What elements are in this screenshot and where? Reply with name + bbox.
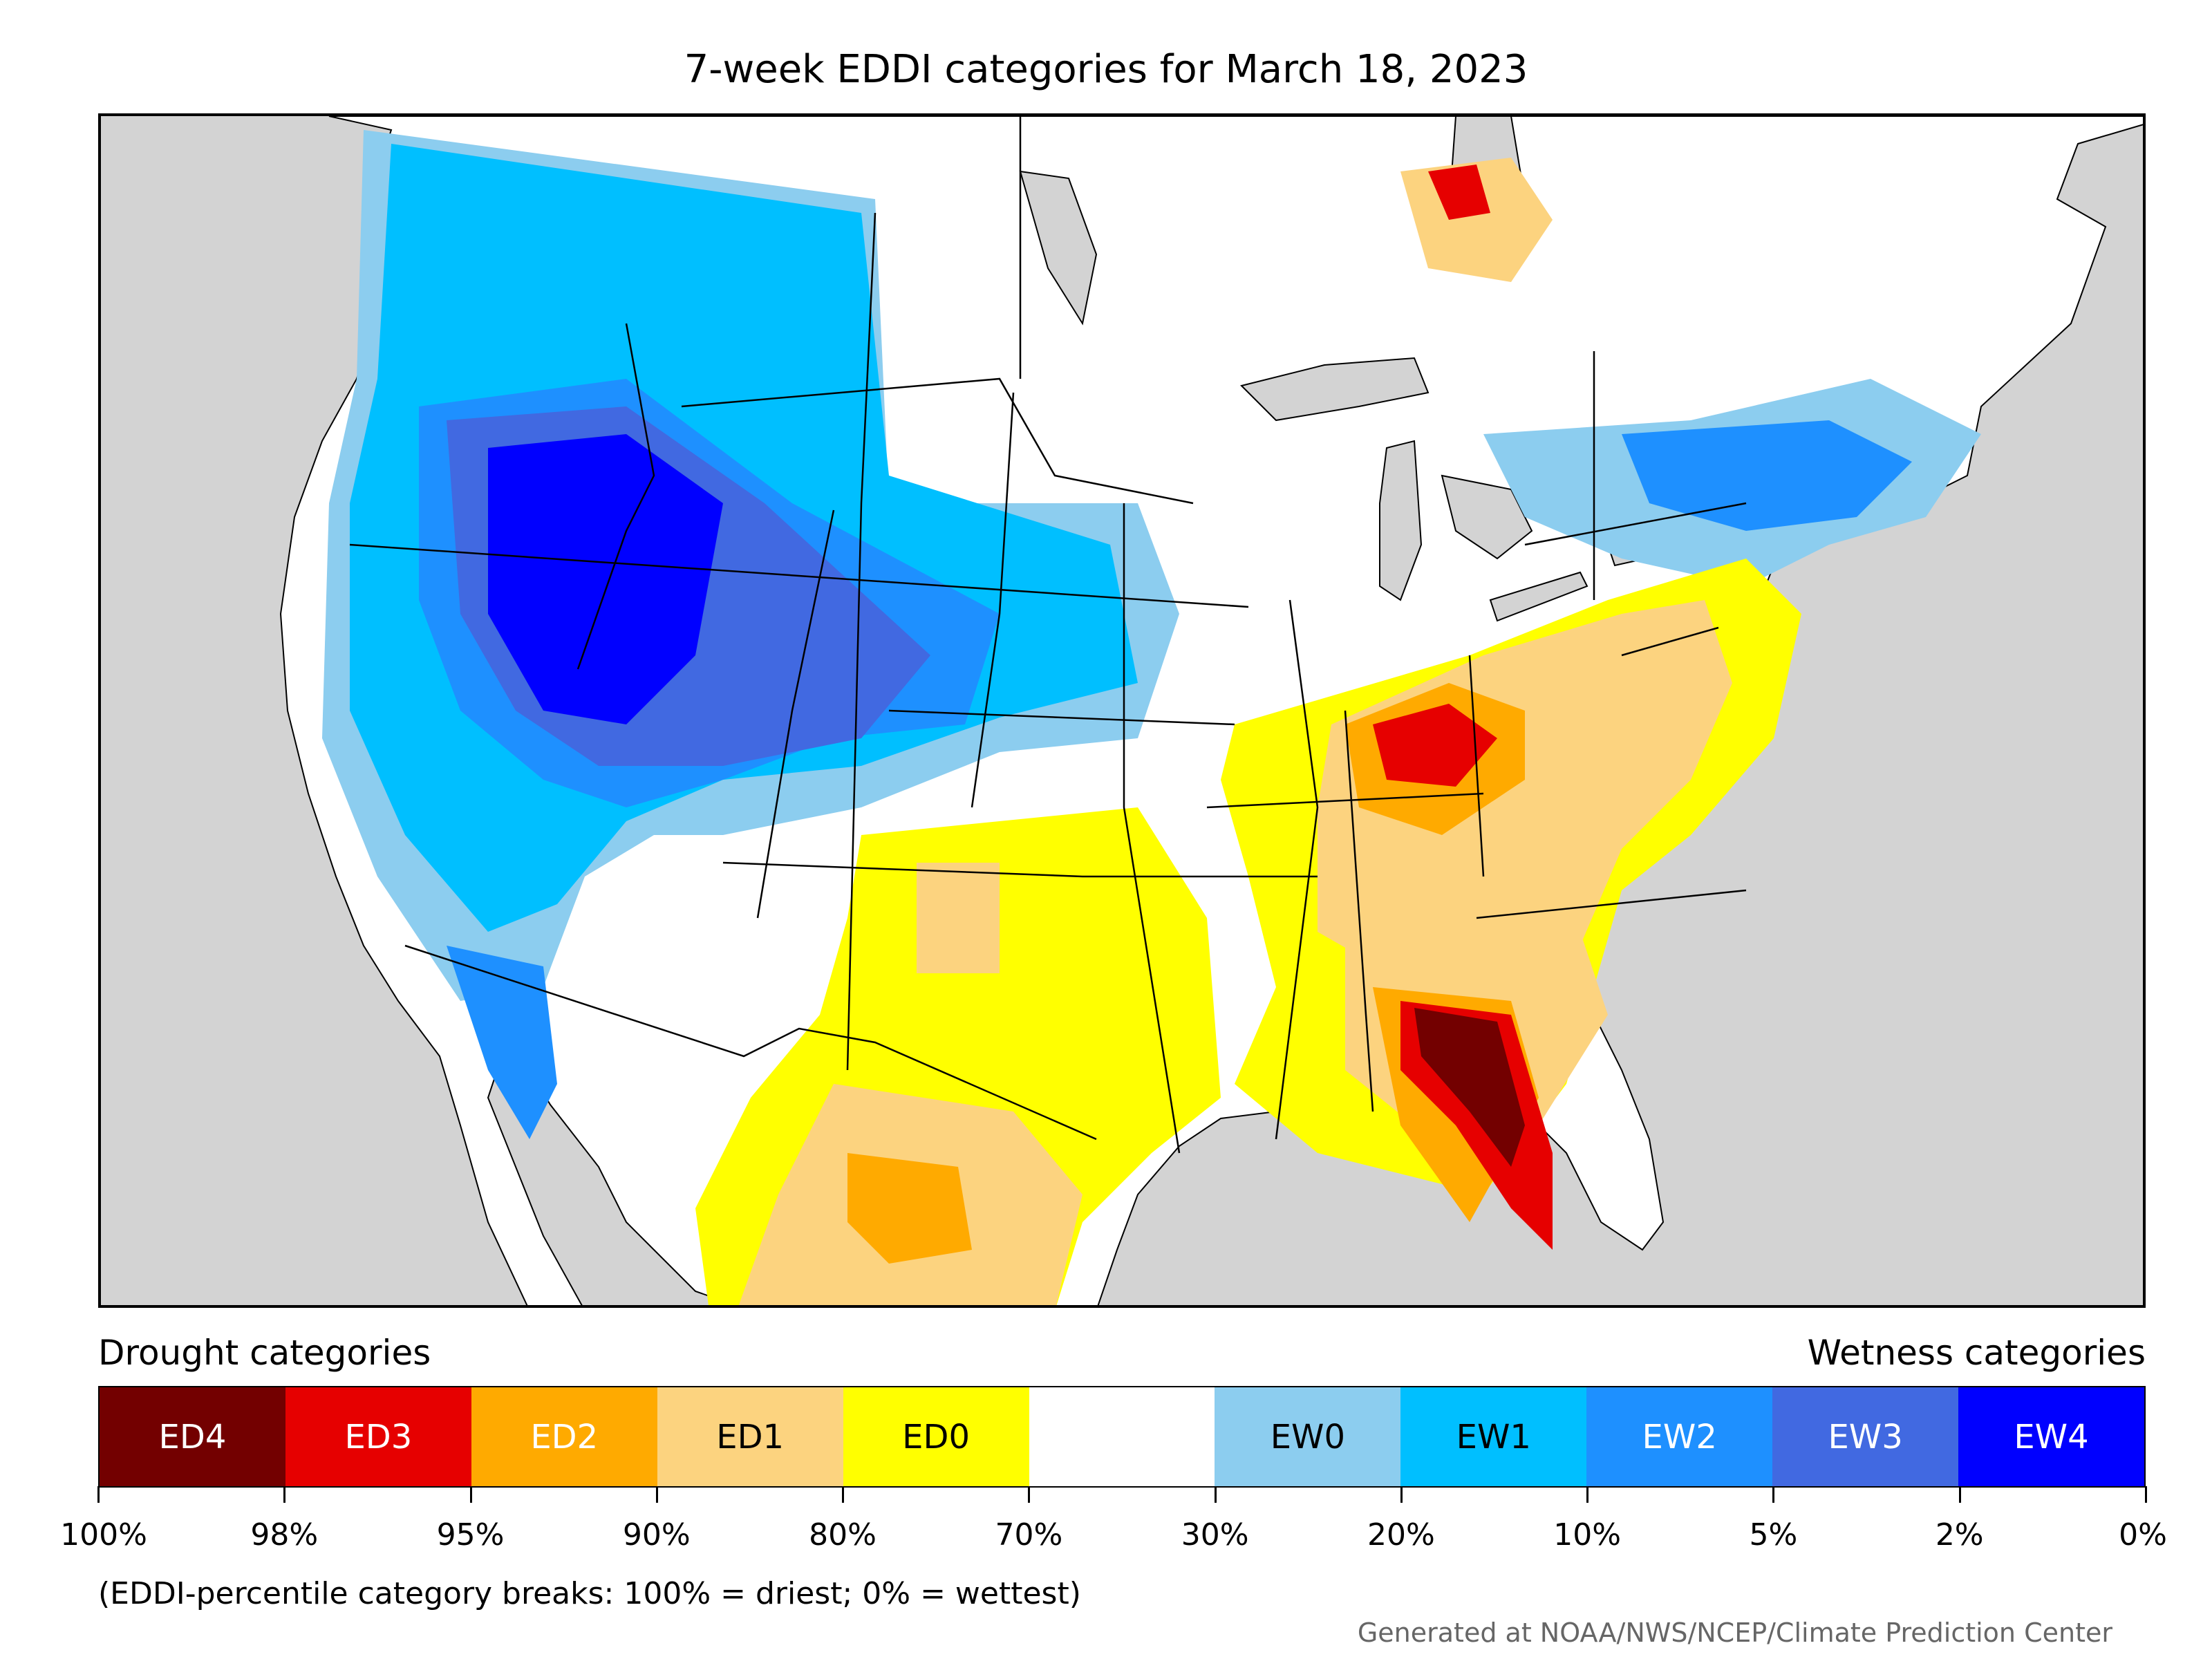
colorbar-tick <box>283 1486 286 1503</box>
colorbar-cell-ew3: EW3 <box>1772 1387 1959 1486</box>
colorbar-tick-label: 70% <box>995 1517 1063 1553</box>
colorbar-tick <box>469 1486 472 1503</box>
colorbar-tick-label: 80% <box>809 1517 877 1553</box>
region-ew2-northeast <box>1622 420 1912 531</box>
water-lake-michigan <box>1379 440 1423 601</box>
colorbar-tick <box>1028 1486 1031 1503</box>
colorbar-tick-label: 90% <box>622 1517 691 1553</box>
colorbar-tick <box>1214 1486 1217 1503</box>
colorbar-tick-label: 100% <box>60 1517 147 1553</box>
colorbar-tick-label: 0% <box>2119 1517 2167 1553</box>
colorbar-tick <box>2145 1486 2147 1503</box>
region-ew4-west <box>488 434 723 724</box>
water-lake-superior <box>1240 357 1430 422</box>
colorbar-cell-ew0: EW0 <box>1215 1387 1401 1486</box>
water-lake-huron <box>1441 474 1533 560</box>
colorbar-tick-label: 98% <box>250 1517 319 1553</box>
colorbar-cell-ed4: ED4 <box>100 1387 285 1486</box>
colorbar-tick <box>655 1486 658 1503</box>
map-canvas <box>279 116 2143 1305</box>
credit-line: Generated at NOAA/NWS/NCEP/Climate Predi… <box>1357 1618 2112 1648</box>
political-borders <box>349 116 1747 1154</box>
region-ew2-baja <box>447 946 557 1139</box>
region-ed1-panhandle <box>917 863 1000 973</box>
colorbar-tick <box>97 1486 100 1503</box>
region-ed3-quebec <box>1428 165 1490 220</box>
colorbar-tick <box>1772 1486 1775 1503</box>
colorbar-tick-label: 95% <box>436 1517 505 1553</box>
colorbar-tick <box>1958 1486 1961 1503</box>
colorbar-cell-ed0: ED0 <box>843 1387 1029 1486</box>
colorbar-cell-neutral <box>1029 1387 1215 1486</box>
colorbar-cell-ew2: EW2 <box>1586 1387 1773 1486</box>
water-hudson <box>1019 170 1098 326</box>
colorbar-cell-ed1: ED1 <box>657 1387 843 1486</box>
colorbar-tick-label: 5% <box>1749 1517 1798 1553</box>
colorbar-ticks <box>97 1486 2147 1507</box>
map-title: 7-week EDDI categories for March 18, 202… <box>684 47 1528 92</box>
water-lake-erie <box>1489 571 1588 622</box>
wetness-categories-heading: Wetness categories <box>1807 1333 2146 1373</box>
colorbar-tick <box>1586 1486 1589 1503</box>
colorbar-cell-ed2: ED2 <box>471 1387 657 1486</box>
category-colorbar: ED4 ED3 ED2 ED1 ED0 EW0 EW1 EW2 EW3 EW4 <box>98 1386 2146 1488</box>
colorbar-tick <box>842 1486 845 1503</box>
colorbar-cell-ew1: EW1 <box>1400 1387 1587 1486</box>
colorbar-tick <box>1400 1486 1403 1503</box>
colorbar-cell-ed3: ED3 <box>285 1387 471 1486</box>
region-ed2-texas <box>847 1153 972 1264</box>
colorbar-cell-ew4: EW4 <box>1958 1387 2144 1486</box>
colorbar-tick-label: 20% <box>1367 1517 1435 1553</box>
colorbar-tick-label: 2% <box>1935 1517 1984 1553</box>
colorbar-tick-label: 30% <box>1181 1517 1249 1553</box>
eddi-map <box>98 113 2146 1308</box>
colorbar-tick-label: 10% <box>1553 1517 1622 1553</box>
category-footnote: (EDDI-percentile category breaks: 100% =… <box>98 1576 1081 1611</box>
region-ed3-ohio-valley <box>1373 704 1497 787</box>
drought-categories-heading: Drought categories <box>98 1333 431 1373</box>
region-ed4-florida <box>1414 1008 1525 1167</box>
